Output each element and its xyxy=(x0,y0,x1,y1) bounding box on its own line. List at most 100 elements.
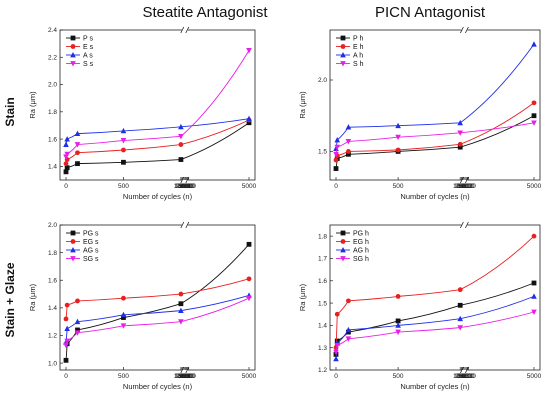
x-tick-label: 1500 xyxy=(175,183,190,190)
data-point xyxy=(246,115,252,122)
axis-break-mark xyxy=(465,176,469,184)
data-point xyxy=(178,301,184,307)
axis-break-mark xyxy=(465,26,469,34)
data-point xyxy=(395,322,401,328)
data-point xyxy=(178,133,184,140)
legend-marker xyxy=(70,35,76,41)
x-tick-label: 4000 xyxy=(460,183,475,190)
axis-break-gap xyxy=(461,27,468,33)
x-tick-label: 1500 xyxy=(454,183,469,190)
y-tick-label: 1.6 xyxy=(48,136,57,143)
data-point xyxy=(64,302,70,308)
data-point xyxy=(333,151,339,158)
data-point xyxy=(333,166,339,171)
y-tick-label: 1.7 xyxy=(318,256,327,263)
x-tick-label: 3500 xyxy=(179,373,194,380)
data-point xyxy=(63,316,69,322)
row-title-stain: Stain xyxy=(3,97,17,126)
data-point xyxy=(74,330,81,336)
series-line xyxy=(65,50,250,158)
data-point xyxy=(334,343,341,349)
data-point xyxy=(121,295,126,301)
y-tick-label: 1.5 xyxy=(318,149,327,156)
x-tick-label: 5000 xyxy=(242,373,257,380)
series-s-h xyxy=(333,120,537,158)
series-p-s xyxy=(63,120,252,175)
legend-marker xyxy=(340,247,346,253)
data-point xyxy=(333,355,339,362)
legend-marker xyxy=(70,44,76,49)
data-point xyxy=(64,338,70,344)
chart-panel-1: 1.4 1.6 1.8 2.0 2.2 2.4 0 500 100015002000250030… xyxy=(28,26,257,201)
data-point xyxy=(334,144,341,151)
plot-frame xyxy=(329,29,541,181)
data-point xyxy=(178,307,184,314)
legend-label: EG s xyxy=(83,239,99,246)
x-tick-label: 4000 xyxy=(460,373,475,380)
x-tick-label: 4500 xyxy=(181,373,196,380)
data-point xyxy=(346,298,351,304)
data-point xyxy=(345,139,352,145)
legend-label: SG s xyxy=(83,256,99,263)
series-eg-s xyxy=(63,276,252,322)
axis-break-mark xyxy=(465,221,469,229)
x-tick-label: 3500 xyxy=(459,183,474,190)
data-point xyxy=(63,169,69,175)
legend-marker xyxy=(340,230,346,236)
row-title-stain-glaze: Stain + Glaze xyxy=(3,262,17,337)
data-point xyxy=(178,123,184,130)
x-tick-label: 500 xyxy=(393,373,404,380)
legend-label: SG h xyxy=(353,256,369,263)
x-tick-label: 5000 xyxy=(242,183,257,190)
data-point xyxy=(333,157,339,163)
data-point xyxy=(334,137,341,143)
x-axis-label: Number of cycles (n) xyxy=(400,382,470,391)
data-point xyxy=(345,326,352,333)
series-line xyxy=(335,311,535,353)
data-point xyxy=(64,151,70,158)
data-point xyxy=(75,150,80,156)
series-s-s xyxy=(63,48,252,160)
legend-label: EG h xyxy=(353,239,369,246)
data-point xyxy=(457,141,463,147)
column-title-picn: PICN Antagonist xyxy=(375,4,486,21)
x-tick-label: 0 xyxy=(64,373,68,380)
data-point xyxy=(457,130,463,136)
data-point xyxy=(531,120,537,126)
legend-label: P s xyxy=(83,35,93,42)
data-point xyxy=(395,293,401,299)
legend-marker xyxy=(340,239,346,244)
chart-panel-3: 1.0 1.2 1.4 1.6 1.8 2.0 0 500 100015002000250030… xyxy=(28,221,257,391)
y-tick-label: 1.4 xyxy=(48,164,57,171)
x-tick-label: 2500 xyxy=(457,373,472,380)
legend-marker xyxy=(340,52,346,58)
x-tick-label: 3000 xyxy=(178,373,193,380)
axis-break-gap xyxy=(461,367,468,373)
data-point xyxy=(178,319,184,325)
legend-marker xyxy=(70,52,76,58)
series-line xyxy=(65,297,250,346)
data-point xyxy=(75,327,80,333)
series-a-h xyxy=(333,41,537,151)
x-tick-label: 1500 xyxy=(454,373,469,380)
y-tick-label: 2.4 xyxy=(48,27,57,34)
data-point xyxy=(395,147,401,153)
series-e-h xyxy=(333,100,537,163)
y-tick-label: 2.0 xyxy=(318,77,327,84)
axis-break-gap xyxy=(181,27,188,33)
legend-marker xyxy=(340,35,346,41)
data-point xyxy=(178,291,184,297)
data-point xyxy=(121,159,126,165)
x-tick-label: 4000 xyxy=(180,373,195,380)
legend-label: P h xyxy=(353,35,363,42)
y-tick-label: 1.8 xyxy=(48,250,57,257)
data-point xyxy=(531,113,537,119)
y-axis-label: Ra (μm) xyxy=(298,283,307,311)
data-point xyxy=(74,130,81,137)
data-point xyxy=(531,41,537,47)
legend-label: S h xyxy=(353,61,364,68)
data-point xyxy=(63,342,69,349)
series-line xyxy=(335,44,535,149)
data-point xyxy=(457,119,463,126)
